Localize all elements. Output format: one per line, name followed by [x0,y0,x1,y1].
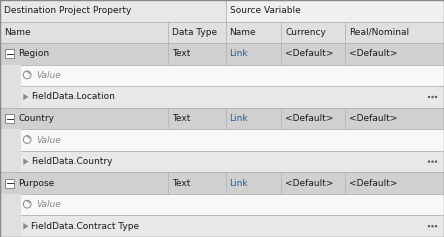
Text: <Default>: <Default> [285,114,333,123]
Bar [0,151,21,172]
Text: Source Variable: Source Variable [230,6,300,15]
Bar [0,0,226,22]
Bar [168,22,226,43]
Text: Currency: Currency [285,28,326,37]
Bar [0,108,444,129]
Circle shape [431,225,434,228]
Text: <Default>: <Default> [349,179,398,188]
Bar [226,0,444,22]
Text: Real/Nominal: Real/Nominal [349,28,409,37]
Text: Value: Value [36,200,61,209]
Text: Value: Value [36,71,61,80]
Text: Purpose: Purpose [18,179,54,188]
Polygon shape [24,94,28,100]
Bar [0,194,21,215]
Bar [0,43,444,65]
Circle shape [431,160,434,163]
Text: <Default>: <Default> [285,179,333,188]
Text: FieldData.Location: FieldData.Location [32,92,115,101]
Text: <Default>: <Default> [349,114,398,123]
Text: Link: Link [230,114,248,123]
Text: FieldData.Contract Type: FieldData.Contract Type [32,222,139,231]
Bar [281,22,345,43]
Text: Destination Project Property: Destination Project Property [4,6,131,15]
Bar [0,151,444,172]
Bar [0,194,444,215]
Circle shape [435,96,437,98]
Text: Text: Text [172,49,190,58]
Bar [0,129,444,151]
Text: Name: Name [230,28,256,37]
Bar [0,172,444,194]
Polygon shape [24,223,28,229]
Circle shape [428,96,430,98]
Polygon shape [24,158,28,165]
Circle shape [431,96,434,98]
Circle shape [435,225,437,228]
Text: Link: Link [230,179,248,188]
Text: Text: Text [172,179,190,188]
Bar [0,215,21,237]
Bar [0,86,444,108]
Bar [0,215,444,237]
Text: Name: Name [4,28,31,37]
Circle shape [428,225,430,228]
Bar [5,179,14,188]
Text: Data Type: Data Type [172,28,217,37]
Bar [0,22,168,43]
Circle shape [428,160,430,163]
Bar [5,114,14,123]
Bar [345,22,444,43]
Text: Link: Link [230,49,248,58]
Text: <Default>: <Default> [285,49,333,58]
Bar [0,65,444,86]
Bar [5,49,14,58]
Text: FieldData.Country: FieldData.Country [32,157,113,166]
Bar [0,86,21,108]
Text: Region: Region [18,49,49,58]
Text: Value: Value [36,136,61,145]
Bar [0,65,21,86]
Text: Text: Text [172,114,190,123]
Bar [0,129,21,151]
Circle shape [435,160,437,163]
Text: <Default>: <Default> [349,49,398,58]
Text: Country: Country [18,114,54,123]
Bar [226,22,281,43]
